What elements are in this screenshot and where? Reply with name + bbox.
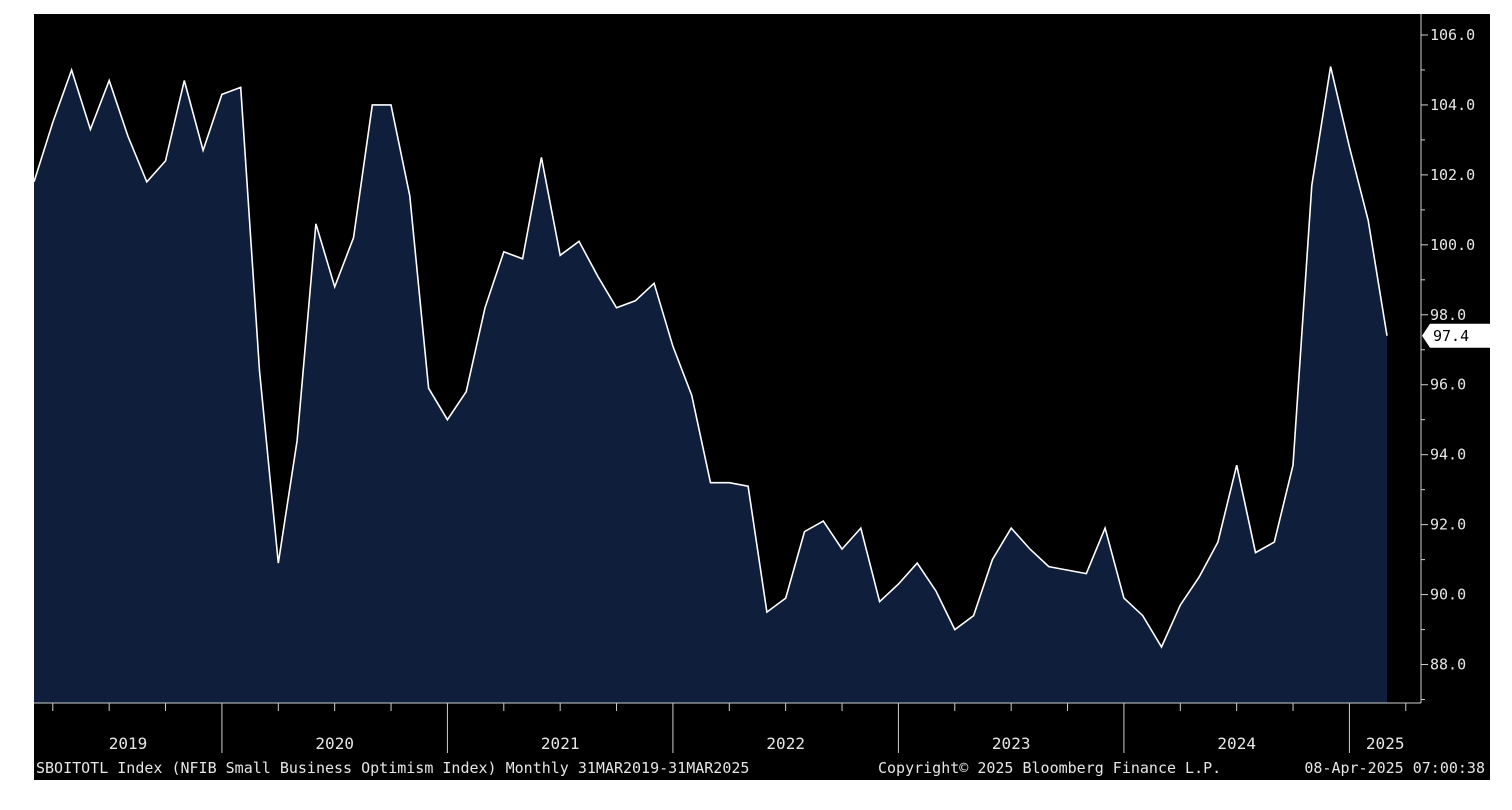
y-tick-label-94.0: 94.0	[1430, 446, 1466, 464]
y-tick-label-106.0: 106.0	[1430, 26, 1475, 44]
last-value-tag-bg	[1422, 323, 1490, 348]
chart-svg: 106.0 104.0 102.0 100.0 98.0 96.0 94.0 92.0 90.0…	[34, 14, 1490, 777]
x-tick-label-2020: 2020	[315, 734, 354, 753]
x-tick-label-2024: 2024	[1217, 734, 1256, 753]
y-tick-label-100.0: 100.0	[1430, 236, 1475, 254]
y-tick-label-90.0: 90.0	[1430, 586, 1466, 604]
y-tick-label-88.0: 88.0	[1430, 656, 1466, 674]
bloomberg-chart-panel: 106.0 104.0 102.0 100.0 98.0 96.0 94.0 92.0 90.0…	[34, 14, 1490, 780]
last-value-label: 97.4	[1433, 327, 1469, 345]
y-tick-label-98.0: 98.0	[1430, 306, 1466, 324]
series-area-fill	[34, 66, 1387, 703]
footer-copyright: Copyright© 2025 Bloomberg Finance L.P.	[878, 759, 1221, 777]
y-tick-label-92.0: 92.0	[1430, 516, 1466, 534]
footer-timestamp: 08-Apr-2025 07:00:38	[1304, 759, 1485, 777]
x-tick-label-2022: 2022	[766, 734, 805, 753]
y-tick-label-104.0: 104.0	[1430, 96, 1475, 114]
x-tick-label-2023: 2023	[992, 734, 1031, 753]
y-tick-label-102.0: 102.0	[1430, 166, 1475, 184]
x-tick-label-2021: 2021	[541, 734, 580, 753]
series-line	[34, 66, 1388, 649]
last-value-tag: 97.4	[1422, 323, 1490, 348]
x-tick-label-2019: 2019	[109, 734, 148, 753]
y-tick-label-96.0: 96.0	[1430, 376, 1466, 394]
x-tick-label-2025: 2025	[1366, 734, 1405, 753]
footer-ticker: SBOITOTL Index (NFIB Small Business Opti…	[36, 759, 749, 777]
